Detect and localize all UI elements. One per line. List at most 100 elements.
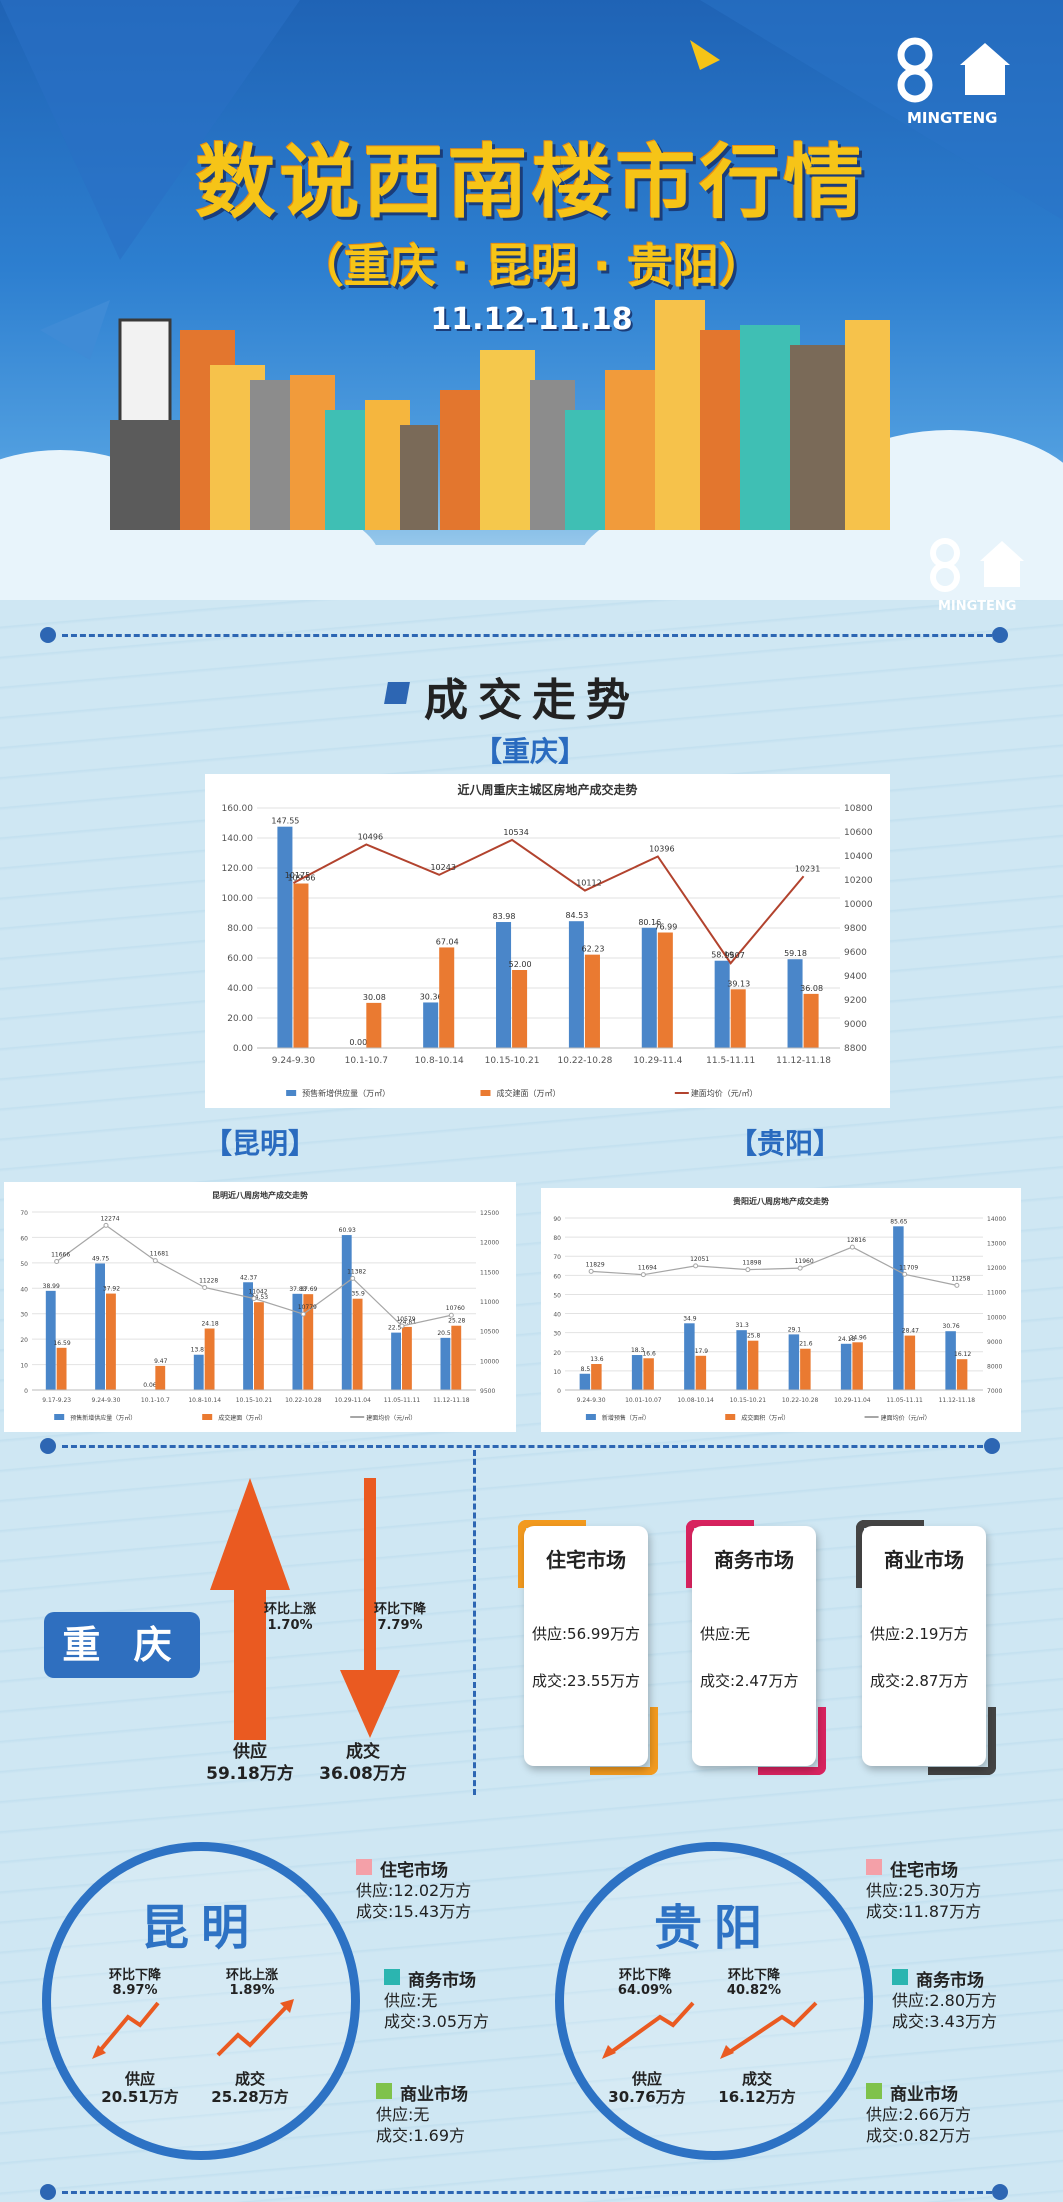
- price-line: [292, 838, 805, 965]
- bar: [714, 960, 730, 1048]
- mingteng-logo: MINGTENG: [885, 35, 1015, 127]
- x-tick-label: 11.12-11.18: [776, 1056, 831, 1066]
- price-point: [54, 1258, 60, 1264]
- bar-data-label: 24.81: [399, 1319, 416, 1326]
- price-data-label: 10175: [285, 871, 310, 880]
- y2-tick-label: 9800: [844, 924, 867, 934]
- y-tick-label: 10: [20, 1363, 28, 1370]
- price-data-label: 11666: [51, 1251, 70, 1258]
- bar: [277, 826, 293, 1048]
- gy-supply-label: 供应: [631, 2070, 662, 2088]
- price-point: [251, 1296, 257, 1302]
- bar-data-label: 80.16: [638, 918, 661, 927]
- chongqing-city-badge: 重 庆: [44, 1612, 200, 1678]
- market-supply: 供应:56.99万方: [532, 1625, 640, 1643]
- market-title: 住宅市场: [546, 1548, 626, 1572]
- bar: [695, 1355, 707, 1390]
- price-data-label: 11228: [199, 1277, 218, 1284]
- y-tick-label: 20: [20, 1337, 28, 1344]
- bar-data-label: 24.96: [850, 1334, 867, 1341]
- guiyang-chart-svg: 贵阳近八周房地产成交走势 0 10 20 30 40 50 60 70 80 90 7000 8000 9…: [553, 1196, 1006, 1422]
- guiyang-trend-arrows-icon: [602, 2001, 818, 2059]
- card-body: 住宅市场 供应:56.99万方 成交:23.55万方: [524, 1526, 648, 1766]
- legend-swatch: [202, 1414, 213, 1420]
- card-corner: [518, 1520, 586, 1588]
- price-data-label: 11709: [899, 1264, 918, 1271]
- y-tick-label: 60.00: [227, 954, 253, 964]
- market-deal: 成交:1.69方: [376, 2126, 466, 2145]
- y-tick-label: 140.00: [222, 834, 254, 844]
- y-tick-label: 160.00: [222, 804, 254, 814]
- x-tick-label: 11.5-11.11: [706, 1056, 755, 1066]
- price-point: [902, 1271, 908, 1277]
- price-point: [103, 1222, 109, 1228]
- y2-tick-label: 10200: [844, 876, 873, 886]
- bar: [904, 1335, 916, 1390]
- x-tick-label: 11.05-11.11: [886, 1397, 923, 1404]
- market-title: 商务市场: [916, 1971, 984, 1991]
- bar: [840, 1343, 852, 1390]
- bar: [106, 1293, 116, 1390]
- y-tick-label: 30: [20, 1312, 28, 1319]
- card-corner: [590, 1707, 658, 1775]
- y-tick-label: 100.00: [222, 894, 254, 904]
- y2-tick-label: 12000: [987, 1265, 1006, 1272]
- market-title: 商业市场: [890, 2085, 958, 2105]
- bar-data-label: 59.18: [784, 949, 807, 958]
- bar-data-label: 16.6: [642, 1350, 656, 1357]
- bar: [423, 1002, 439, 1048]
- bar-data-label: 60.93: [339, 1227, 356, 1234]
- y-tick-label: 120.00: [222, 864, 254, 874]
- x-tick-label: 10.15-10.21: [236, 1397, 273, 1404]
- price-point: [202, 1284, 208, 1290]
- bar-data-label: 52.00: [509, 960, 532, 969]
- legend-label: 建面均价（元/㎡）: [881, 1414, 931, 1422]
- bar-data-label: 28.47: [902, 1328, 919, 1335]
- bar-data-label: 38.99: [43, 1283, 60, 1290]
- legend-swatch: [376, 2083, 392, 2099]
- x-tick-label: 10.29-11.4: [633, 1056, 682, 1066]
- divider-dot: [992, 2184, 1008, 2200]
- legend-label: 建面均价（元/㎡）: [691, 1088, 758, 1098]
- cq-market-card-commercial: 商业市场 供应:2.19万方 成交:2.87万方: [856, 1520, 996, 1775]
- y2-tick-label: 12000: [480, 1240, 499, 1247]
- bar-data-label: 21.6: [799, 1341, 813, 1348]
- mingteng-logo-small: MINGTENG: [920, 535, 1050, 615]
- bar-data-label: 17.9: [695, 1348, 709, 1355]
- y2-tick-label: 10000: [844, 900, 873, 910]
- bar: [579, 1373, 591, 1390]
- bar: [684, 1323, 695, 1390]
- bar: [155, 1365, 166, 1390]
- market-deal: 成交:23.55万方: [532, 1672, 640, 1690]
- cq-market-card-residential: 住宅市场 供应:56.99万方 成交:23.55万方: [518, 1520, 658, 1775]
- bar: [641, 927, 657, 1048]
- gy-supply-change: 环比下降: [618, 1968, 671, 1983]
- market-deal: 成交:0.82万方: [866, 2126, 972, 2145]
- gy-deal-label: 成交: [741, 2070, 772, 2088]
- bar: [893, 1226, 904, 1390]
- price-data-label: 10396: [649, 844, 674, 853]
- y-tick-label: 50: [553, 1292, 561, 1299]
- guiyang-chart: 贵阳近八周房地产成交走势 0 10 20 30 40 50 60 70 80 90 7000 8000 9…: [541, 1188, 1021, 1432]
- price-data-label: 9507: [725, 951, 745, 960]
- legend-swatch: [286, 1090, 297, 1096]
- x-tick-label: 11.05-11.11: [384, 1397, 421, 1404]
- legend-label: 预售新增供应量（万㎡）: [70, 1414, 136, 1422]
- y2-tick-label: 13000: [987, 1241, 1006, 1248]
- kunming-chart-svg: 昆明近八周房地产成交走势 0 10 20 30 40 50 60 70 9500 10000 1050…: [20, 1190, 499, 1422]
- market-deal: 成交:3.43万方: [892, 2012, 998, 2031]
- bar-data-label: 147.55: [271, 817, 299, 826]
- legend-label: 成交面积（万㎡）: [741, 1414, 789, 1422]
- x-tick-label: 9.24-9.30: [577, 1397, 606, 1404]
- x-tick-label: 10.01-10.07: [625, 1397, 662, 1404]
- market-supply: 供应:12.02万方: [356, 1881, 472, 1900]
- legend-swatch: [480, 1090, 491, 1096]
- divider-line: [62, 634, 992, 637]
- kunming-heading: 【昆明】: [203, 1127, 316, 1160]
- x-tick-label: 10.08-10.14: [677, 1397, 714, 1404]
- market-deal: 成交:15.43万方: [356, 1902, 472, 1921]
- y-tick-label: 40: [20, 1286, 28, 1293]
- x-tick-label: 10.22-10.28: [285, 1397, 322, 1404]
- bar: [643, 1358, 654, 1390]
- cq-deal-change: 环比下降: [373, 1602, 426, 1617]
